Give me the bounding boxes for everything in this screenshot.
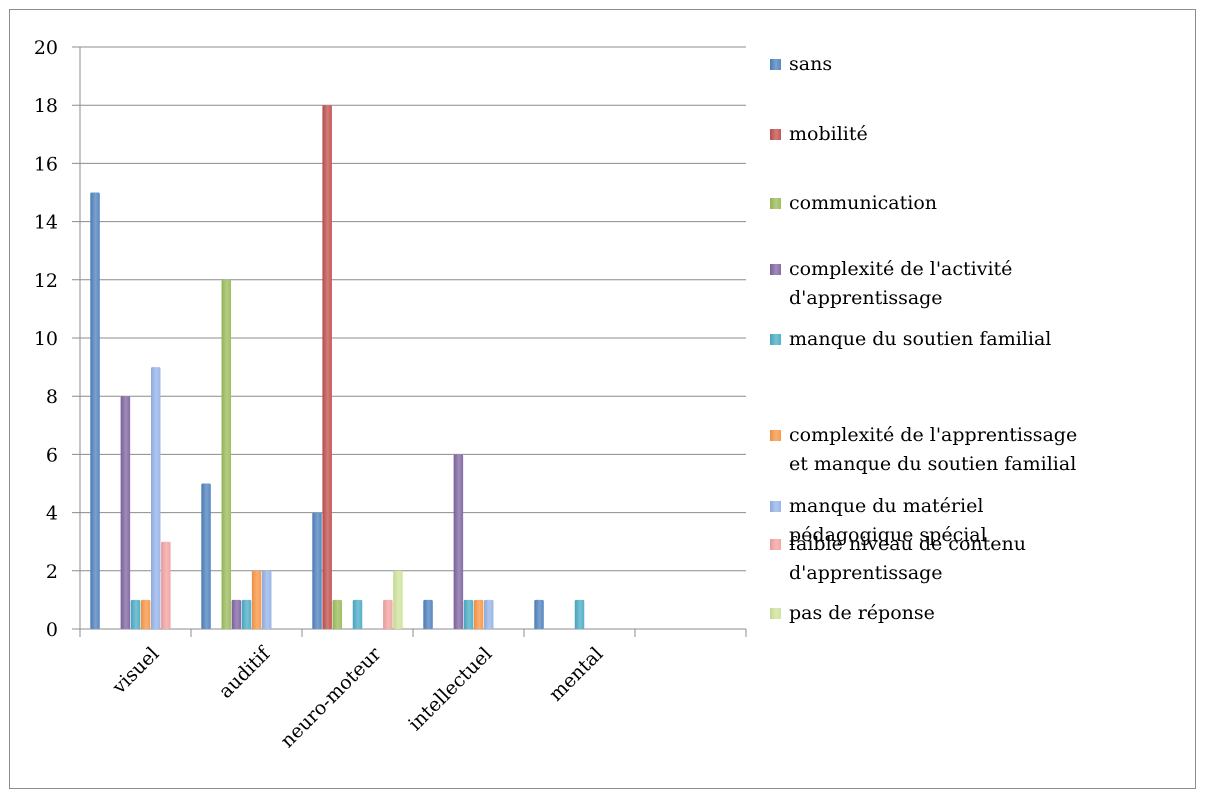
bar-auditif-sans	[201, 483, 211, 629]
bar-neuro-moteur-mobilite	[322, 105, 332, 629]
legend-swatch-manque-du-soutien-familial	[770, 334, 781, 345]
bar-intellectuel-complexite-de-l-activite-d-apprentissage	[453, 454, 464, 629]
y-tick-label: 16	[34, 153, 58, 175]
y-tick-label: 18	[34, 95, 58, 117]
bar-intellectuel-manque-du-soutien-familial	[463, 599, 474, 629]
bar-auditif-manque-du-soutien-familial	[241, 599, 252, 629]
bar-mental-sans	[534, 599, 544, 629]
axes	[79, 47, 747, 637]
x-tick-label-auditif: auditif	[215, 642, 276, 703]
y-tick-label: 6	[46, 444, 58, 466]
bar-visuel-faible-niveau-de-contenu-d-apprentissage	[161, 541, 171, 629]
legend-swatch-sans	[770, 59, 781, 70]
y-tick-label: 14	[34, 212, 58, 234]
gridlines	[72, 46, 746, 630]
y-tick-label: 0	[46, 619, 58, 641]
legend-label-sans: sans	[789, 53, 832, 75]
bars	[90, 105, 585, 629]
legend-swatch-pas-de-reponse	[770, 608, 781, 619]
y-tick-label: 8	[46, 386, 58, 408]
legend-swatch-faible-niveau-de-contenu-d-apprentissage	[770, 539, 781, 550]
chart-frame	[9, 9, 1196, 789]
bar-intellectuel-complexite-de-l-apprentissage-et-manque-du-soutien-familial	[473, 599, 484, 629]
y-tick-label: 12	[34, 270, 58, 292]
bar-auditif-manque-du-materiel-pedagogique-special	[261, 570, 272, 629]
bar-neuro-moteur-faible-niveau-de-contenu-d-apprentissage	[383, 599, 393, 629]
y-tick-label: 20	[34, 37, 58, 59]
legend-label-mobilite: mobilité	[789, 123, 868, 145]
legend-swatch-mobilite	[770, 129, 781, 140]
legend-label-complexite-de-l-apprentissage-et-manque-du-soutien-familial: complexité de l'apprentissage et manque d…	[789, 424, 1077, 475]
legend-label-complexite-de-l-activite-d-apprentissage: complexité de l'activité d'apprentissage	[789, 258, 1012, 309]
x-tick-label-intellectuel: intellectuel	[404, 643, 496, 735]
bar-visuel-complexite-de-l-activite-d-apprentissage	[120, 396, 131, 629]
x-tick-labels: visuel auditif neuro-moteur intellectuel men…	[108, 642, 608, 753]
bar-intellectuel-manque-du-materiel-pedagogique-special	[483, 599, 494, 629]
bar-visuel-sans	[90, 192, 100, 629]
legend-swatch-complexite-de-l-activite-d-apprentissage	[770, 264, 781, 275]
bar-neuro-moteur-sans	[312, 512, 322, 629]
legend-label-faible-niveau-de-contenu-d-apprentissage: faible niveau de contenu d'apprentissage	[789, 533, 1026, 584]
x-tick-label-neuro-moteur: neuro-moteur	[276, 642, 386, 752]
bar-intellectuel-sans	[423, 599, 433, 629]
y-tick-label: 4	[46, 503, 58, 525]
bar-auditif-complexite-de-l-apprentissage-et-manque-du-soutien-familial	[251, 570, 262, 629]
legend-swatch-manque-du-materiel-pedagogique-special	[770, 501, 781, 512]
y-tick-labels: 0 2 4 6 8 10 12 14 16 18 20	[34, 37, 58, 641]
x-tick-label-visuel: visuel	[108, 643, 164, 699]
y-tick-label: 10	[34, 328, 58, 350]
bar-visuel-complexite-de-l-apprentissage-et-manque-du-soutien-familial	[140, 599, 151, 629]
legend-label-pas-de-reponse: pas de réponse	[789, 602, 935, 624]
legend: sans mobilité communication complexité de l…	[770, 53, 1077, 624]
legend-swatch-complexite-de-l-apprentissage-et-manque-du-soutien-familial	[770, 430, 781, 441]
bar-visuel-manque-du-soutien-familial	[130, 599, 141, 629]
bar-neuro-moteur-pas-de-reponse	[393, 570, 403, 629]
bar-mental-manque-du-soutien-familial	[574, 599, 585, 629]
bar-auditif-communication	[221, 279, 232, 629]
legend-label-communication: communication	[789, 192, 937, 214]
bar-visuel-manque-du-materiel-pedagogique-special	[150, 367, 161, 629]
legend-label-manque-du-soutien-familial: manque du soutien familial	[789, 328, 1051, 350]
x-tick-label-mental: mental	[545, 643, 608, 706]
y-tick-label: 2	[46, 561, 58, 583]
bar-auditif-complexite-de-l-activite-d-apprentissage	[231, 599, 242, 629]
bar-neuro-moteur-manque-du-soutien-familial	[352, 599, 363, 629]
bar-neuro-moteur-communication	[332, 599, 343, 629]
legend-swatch-communication	[770, 198, 781, 209]
legend-label-manque-du-materiel-pedagogique-special: manque du matériel pédagogique spécial	[789, 495, 987, 546]
